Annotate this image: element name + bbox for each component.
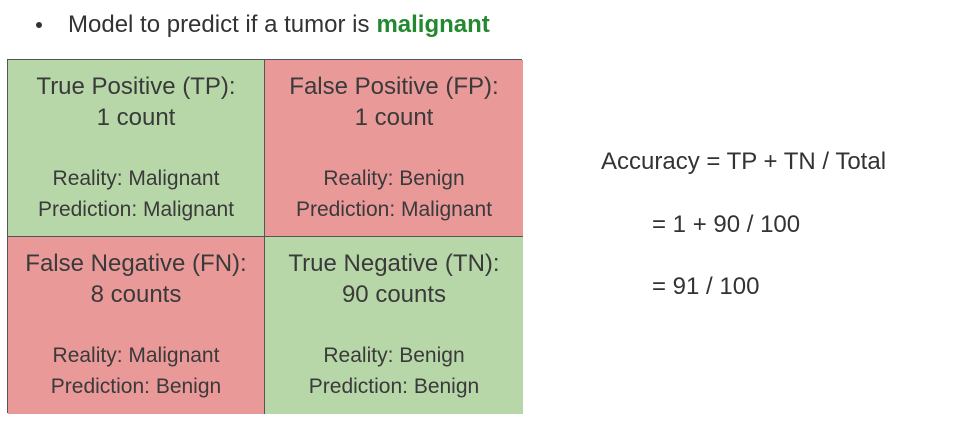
cell-title: True Negative (TN):: [288, 250, 500, 277]
cell-false-negative: False Negative (FN): 8 counts Reality: M…: [8, 237, 265, 414]
cell-count: 1 count: [354, 104, 434, 131]
cell-count: 90 counts: [341, 281, 447, 308]
bullet-emphasis: malignant: [376, 11, 490, 38]
accuracy-result: = 91 / 100: [652, 273, 760, 300]
accuracy-formula: Accuracy = TP + TN / Total: [601, 148, 887, 175]
cell-title: True Positive (TP):: [36, 73, 236, 100]
cell-true-negative: True Negative (TN): 90 counts Reality: B…: [265, 237, 523, 414]
accuracy-substitution: = 1 + 90 / 100: [652, 211, 801, 238]
cell-prediction: Prediction: Malignant: [295, 198, 493, 221]
cell-count: 8 counts: [90, 281, 182, 308]
bullet-text: Model to predict if a tumor is: [68, 11, 370, 38]
cell-title: False Positive (FP):: [289, 73, 499, 100]
confusion-matrix: True Positive (TP): 1 count Reality: Mal…: [7, 59, 523, 414]
cell-title: False Negative (FN):: [25, 250, 247, 277]
bullet-dot-icon: [36, 22, 42, 28]
cell-false-positive: False Positive (FP): 1 count Reality: Be…: [265, 60, 523, 237]
cell-reality: Reality: Benign: [323, 344, 465, 367]
cell-prediction: Prediction: Benign: [50, 375, 222, 398]
cell-reality: Reality: Benign: [323, 167, 465, 190]
cell-reality: Reality: Malignant: [52, 344, 220, 367]
cell-true-positive: True Positive (TP): 1 count Reality: Mal…: [8, 60, 265, 237]
cell-prediction: Prediction: Malignant: [37, 198, 235, 221]
cell-reality: Reality: Malignant: [52, 167, 220, 190]
cell-prediction: Prediction: Benign: [308, 375, 480, 398]
bullet-point: Model to predict if a tumor is malignant: [36, 8, 490, 42]
cell-count: 1 count: [96, 104, 176, 131]
